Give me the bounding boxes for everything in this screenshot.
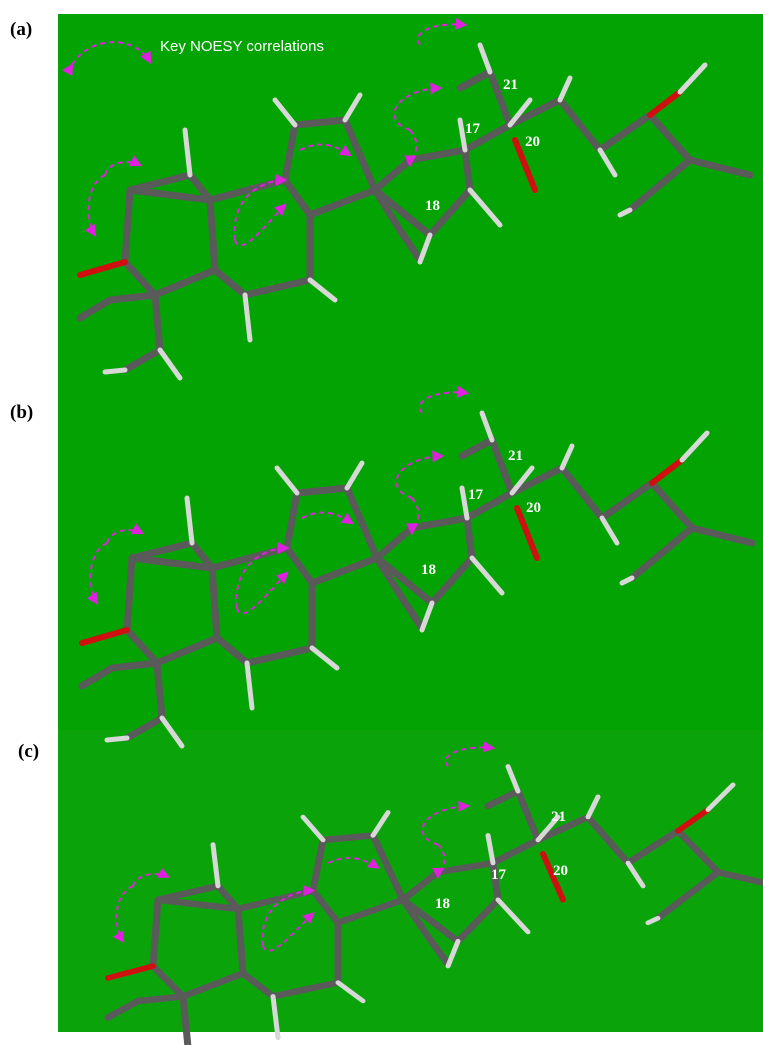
panel-label: (c) <box>18 741 39 762</box>
atom-label: 21 <box>503 77 518 93</box>
atom-label: 18 <box>421 562 436 578</box>
atom-label: 17 <box>465 121 481 137</box>
panel-a-background <box>58 14 763 394</box>
panel-c-background <box>58 730 763 1032</box>
atom-label: 20 <box>525 134 540 150</box>
atom-label: 18 <box>425 198 440 214</box>
atom-label: 20 <box>526 500 541 516</box>
panel-label: (b) <box>10 402 33 423</box>
figure: Key NOESY correlations (a) 21 17 20 18 (… <box>0 0 763 1045</box>
legend-text: Key NOESY correlations <box>160 38 324 55</box>
atom-label: 21 <box>508 448 523 464</box>
atom-label: 20 <box>553 863 568 879</box>
panel-label: (a) <box>10 19 32 40</box>
atom-label: 17 <box>491 867 507 883</box>
atom-label: 17 <box>468 487 484 503</box>
atom-label: 21 <box>551 809 566 825</box>
atom-label: 18 <box>435 896 450 912</box>
